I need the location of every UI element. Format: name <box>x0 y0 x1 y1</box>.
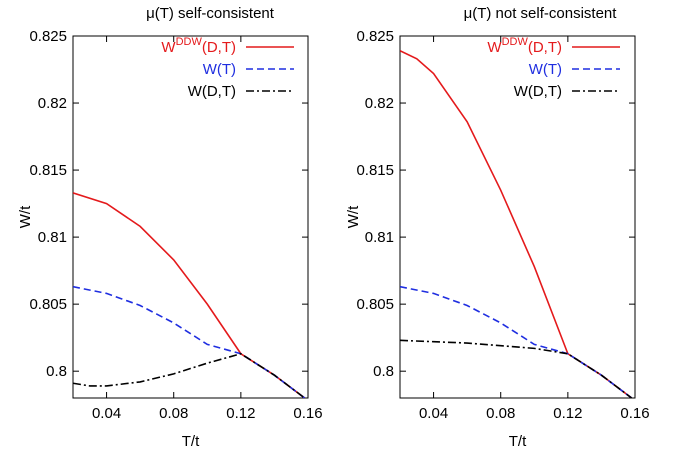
right-y-tick-label: 0.81 <box>365 229 394 246</box>
right-series-line-2 <box>400 339 633 398</box>
left-y-tick-label: 0.81 <box>38 229 67 246</box>
left-x-axis-label: T/t <box>182 433 200 450</box>
right-series-line-1 <box>400 285 633 398</box>
left-x-tick-label: 0.12 <box>226 405 255 422</box>
legend-label-base: W <box>161 39 176 56</box>
right-y-tick-label: 0.82 <box>365 95 394 112</box>
right-series-line-0 <box>400 50 633 398</box>
left-plot-frame <box>72 35 309 399</box>
right-y-tick-label: 0.8 <box>373 363 394 380</box>
legend-label-superscript: DDW <box>176 36 203 48</box>
right-x-axis-label: T/t <box>509 433 527 450</box>
left-y-tick-label: 0.82 <box>38 95 67 112</box>
left-legend-label-0: WDDW(D,T) <box>161 36 236 56</box>
left-series-line-1 <box>73 285 306 398</box>
left-series-line-2 <box>73 352 306 398</box>
left-y-axis-label: W/t <box>17 205 34 228</box>
left-y-tick-label: 0.8 <box>46 363 67 380</box>
right-legend-label-2: W(D,T) <box>514 83 562 100</box>
right-y-tick-label: 0.815 <box>356 162 394 179</box>
left-y-tick-label: 0.815 <box>29 162 67 179</box>
left-x-tick-label: 0.08 <box>159 405 188 422</box>
left-legend-label-1: W(T) <box>203 61 236 78</box>
left-legend-label-2: W(D,T) <box>188 83 236 100</box>
left-chart-title: μ(T) self-consistent <box>146 5 275 22</box>
left-x-tick-label: 0.04 <box>92 405 121 422</box>
right-y-tick-label: 0.805 <box>356 296 394 313</box>
left-panel: μ(T) self-consistent 0.8 0.805 0.81 0.815 0.8… <box>17 5 323 450</box>
right-panel: μ(T) not self-consistent 0.8 0.805 0.81 0.81… <box>345 5 650 450</box>
right-y-tick-label: 0.825 <box>356 28 394 45</box>
right-x-tick-label: 0.16 <box>620 405 649 422</box>
left-x-tick-label: 0.16 <box>293 405 322 422</box>
right-legend-label-1: W(T) <box>529 61 562 78</box>
left-y-tick-label: 0.805 <box>29 296 67 313</box>
legend-label-tail: (D,T) <box>202 39 236 56</box>
right-chart-title: μ(T) not self-consistent <box>464 5 618 22</box>
left-y-tick-label: 0.825 <box>29 28 67 45</box>
legend-label-tail: (D,T) <box>528 39 562 56</box>
right-x-tick-label: 0.08 <box>486 405 515 422</box>
right-plot-frame <box>399 35 636 399</box>
left-series-line-0 <box>73 192 306 398</box>
legend-label-superscript: DDW <box>502 36 529 48</box>
right-legend-label-0: WDDW(D,T) <box>487 36 562 56</box>
legend-label-base: W <box>487 39 502 56</box>
right-x-tick-label: 0.12 <box>553 405 582 422</box>
right-y-axis-label: W/t <box>345 205 362 228</box>
right-x-tick-label: 0.04 <box>419 405 448 422</box>
